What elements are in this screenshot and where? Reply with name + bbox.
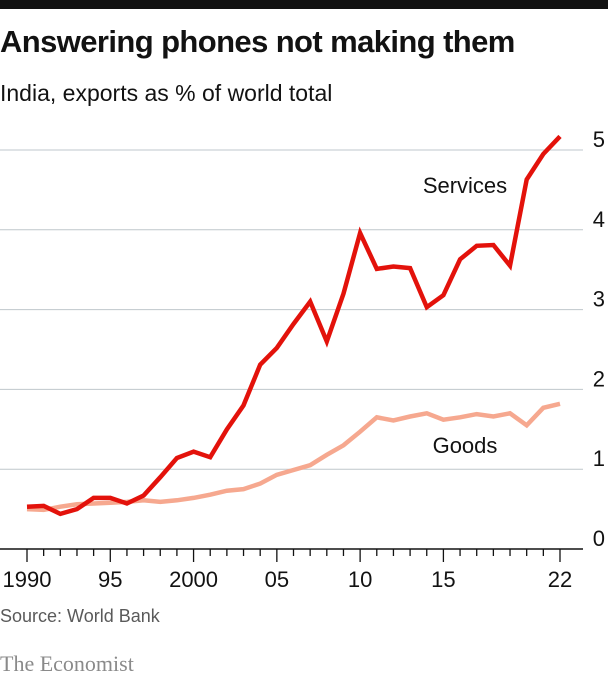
- economist-logo-text: The Economist: [0, 651, 134, 676]
- y-tick-label-0: 0: [593, 526, 605, 551]
- x-tick-label-95: 95: [98, 567, 122, 592]
- x-tick-label-05: 05: [265, 567, 289, 592]
- chart-subtitle: India, exports as % of world total: [0, 80, 333, 106]
- top-accent-bar: [0, 0, 608, 9]
- y-tick-label-4: 4: [593, 207, 605, 232]
- x-tick-label-10: 10: [348, 567, 372, 592]
- gridlines: [0, 149, 583, 470]
- y-tick-label-5: 5: [593, 127, 605, 152]
- x-tick-label-15: 15: [431, 567, 455, 592]
- x-tick-label-22: 22: [548, 567, 572, 592]
- y-tick-label-1: 1: [593, 446, 605, 471]
- x-tick-label-1990: 1990: [3, 567, 52, 592]
- series-labels: Services Goods: [423, 173, 507, 458]
- services-series-label: Services: [423, 173, 507, 198]
- line-chart: 0 1 2 3 4 5 1990 95 2000 05 10 15 22 Services Goods: [0, 127, 605, 592]
- chart-title: Answering phones not making them: [0, 24, 515, 59]
- y-axis-tick-labels: 0 1 2 3 4 5: [593, 127, 605, 551]
- goods-series-label: Goods: [433, 433, 498, 458]
- series-lines: [26, 134, 562, 517]
- x-axis: 1990 95 2000 05 10 15 22: [0, 548, 583, 592]
- y-tick-label-2: 2: [593, 366, 605, 391]
- source-note: Source: World Bank: [0, 606, 160, 626]
- x-tick-label-2000: 2000: [169, 567, 218, 592]
- y-tick-label-3: 3: [593, 287, 605, 312]
